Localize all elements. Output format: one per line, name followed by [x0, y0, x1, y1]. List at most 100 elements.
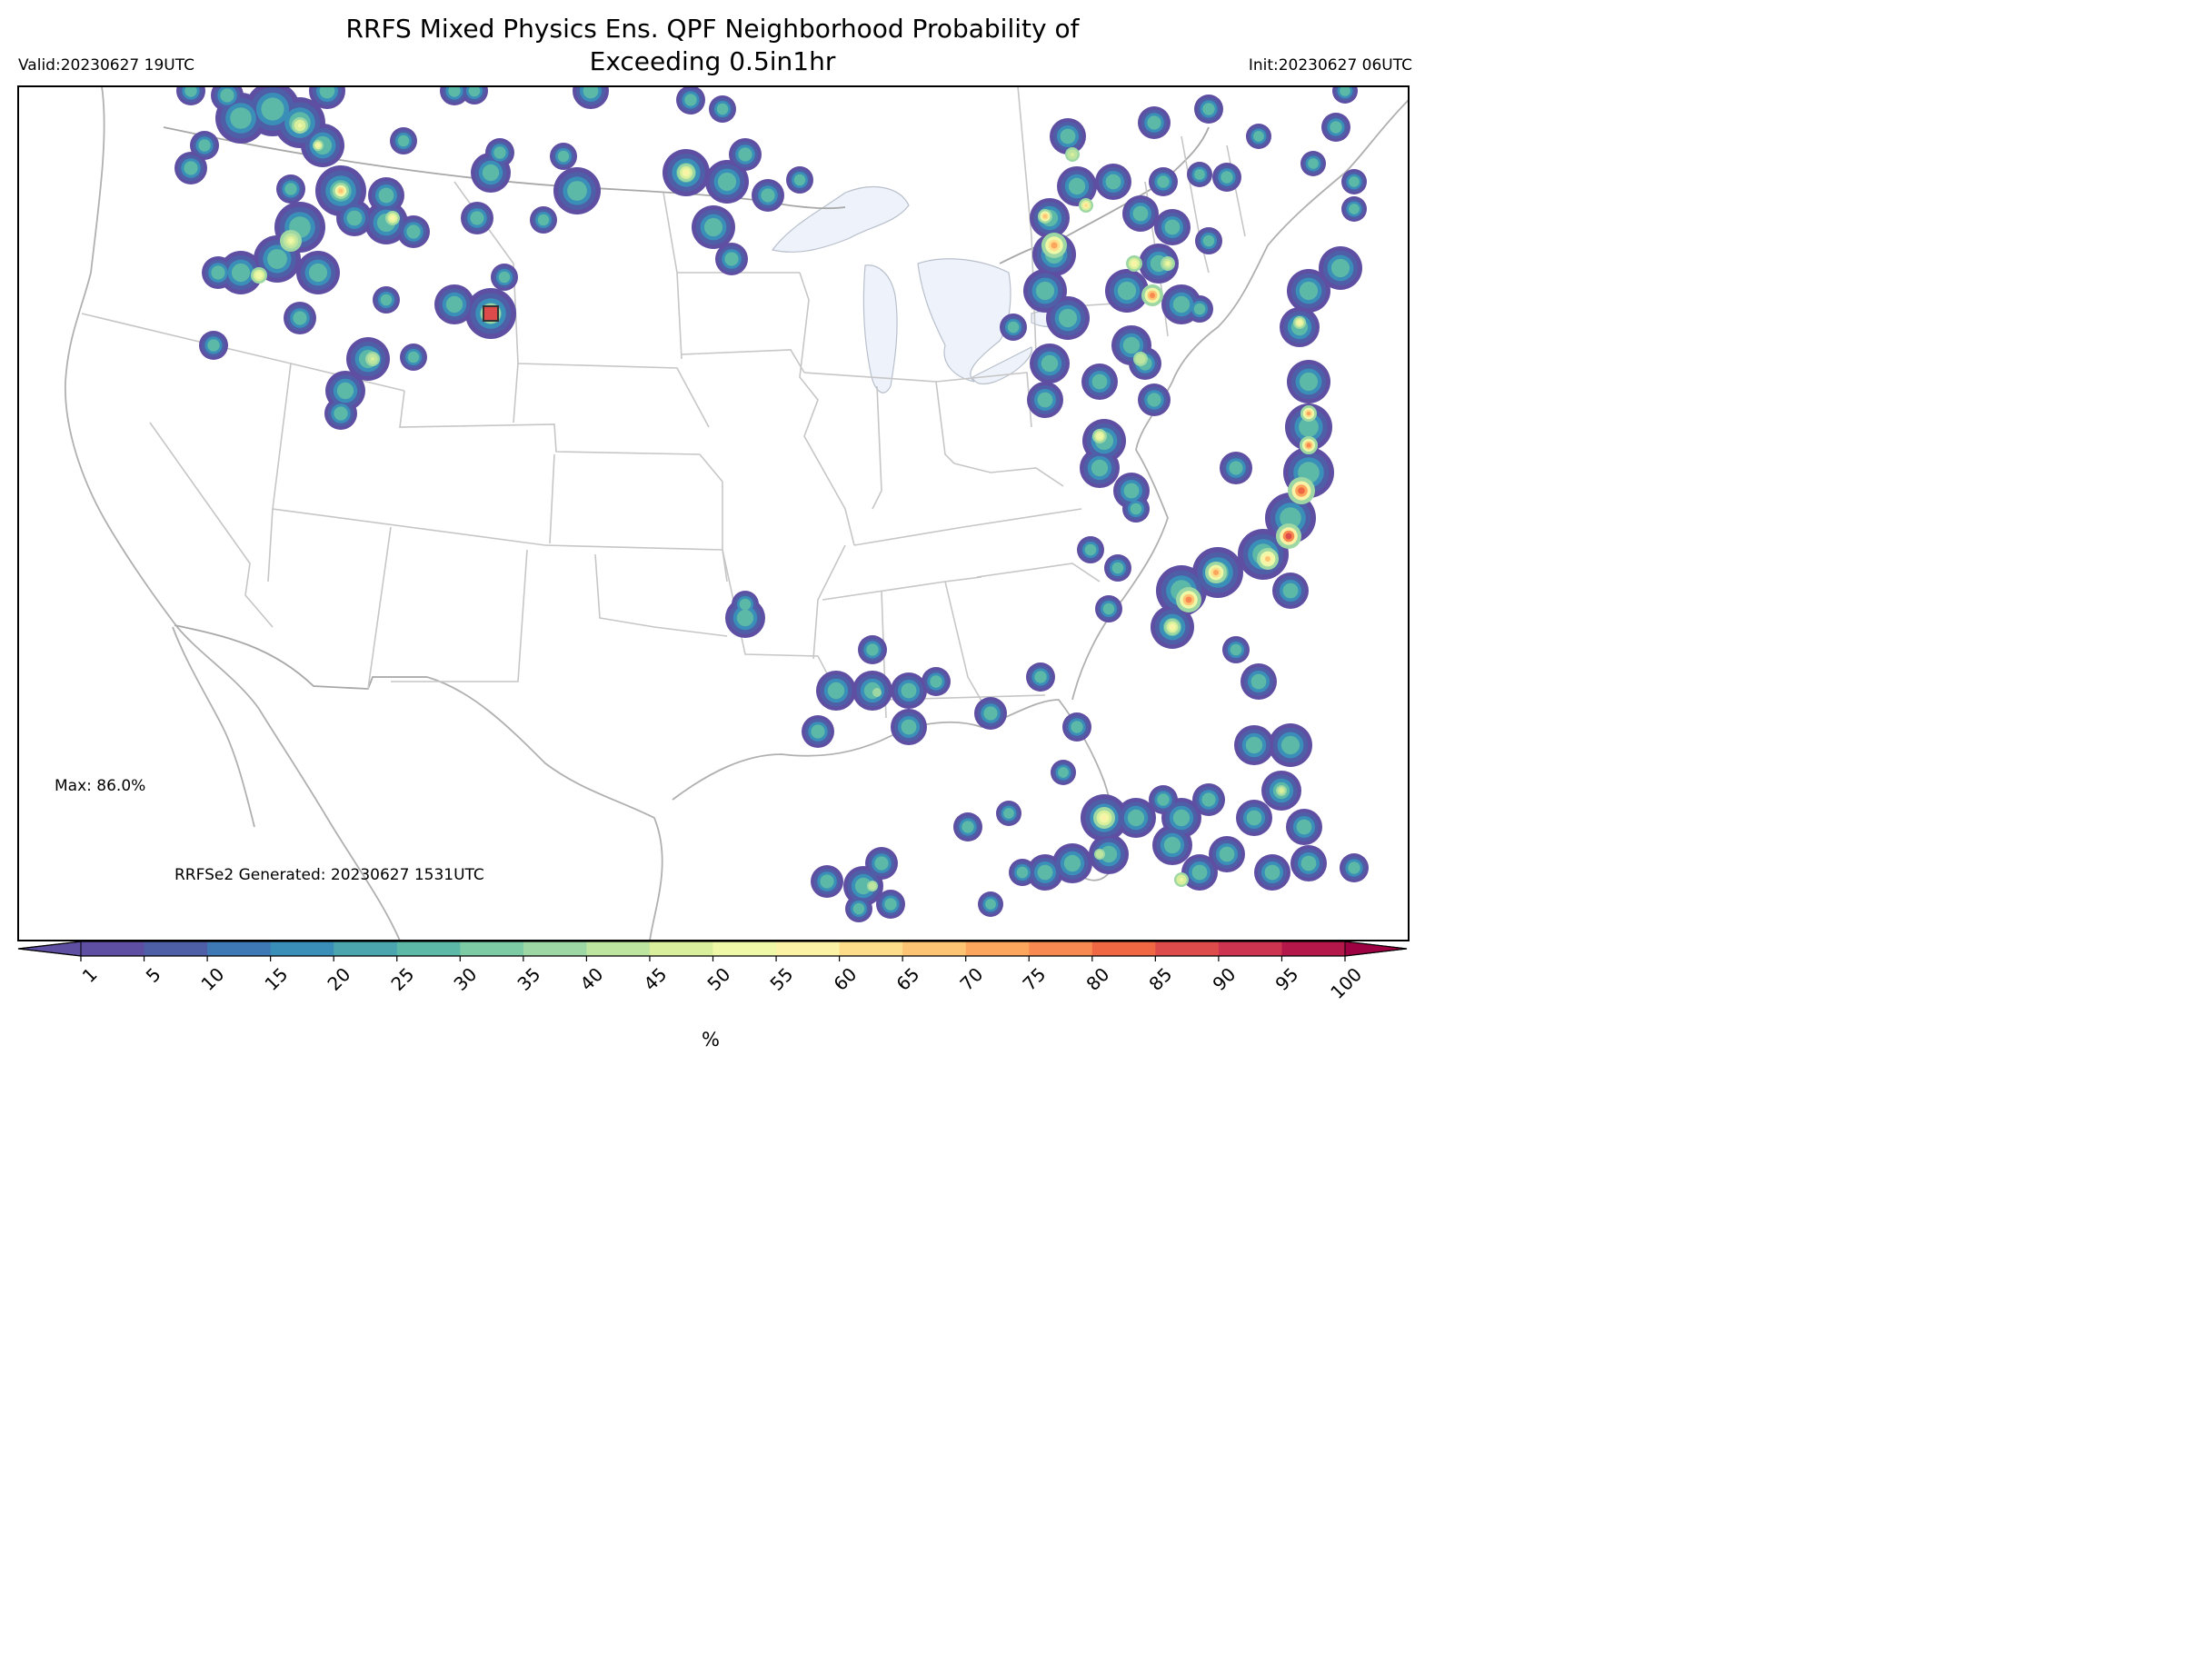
- precip-contour: [761, 188, 775, 203]
- colorbar-unit-label: %: [702, 1029, 720, 1051]
- precip-core: [1185, 596, 1192, 603]
- precip-core: [1139, 357, 1142, 361]
- precip-core: [1280, 789, 1283, 792]
- precip-contour: [866, 643, 879, 656]
- precip-contour: [1349, 204, 1360, 214]
- precip-contour: [1063, 854, 1081, 872]
- precip-core: [1150, 293, 1155, 298]
- colorbar-extend-low: [17, 941, 82, 957]
- precip-contour: [319, 86, 335, 99]
- precip-contour: [493, 146, 506, 159]
- precip-core: [1071, 153, 1074, 156]
- colorbar-segment: [207, 941, 272, 956]
- precip-contour: [1123, 483, 1140, 499]
- map-frame: [17, 85, 1410, 941]
- precip-contour: [406, 224, 421, 239]
- precip-contour: [498, 271, 511, 284]
- precip-contour: [407, 351, 420, 363]
- colorbar-segment: [460, 941, 524, 956]
- colorbar-segment: [270, 941, 334, 956]
- precip-contour: [1230, 643, 1242, 656]
- precip-core: [1084, 204, 1088, 207]
- precip-contour: [261, 97, 284, 121]
- colorbar-segment: [1281, 941, 1346, 956]
- precip-contour: [1034, 671, 1047, 683]
- generated-label: RRFSe2 Generated: 20230627 1531UTC: [174, 866, 484, 884]
- precip-core: [1098, 852, 1101, 856]
- precip-contour: [1299, 417, 1319, 437]
- precip-contour: [1246, 810, 1262, 826]
- colorbar-segment: [586, 941, 651, 956]
- precip-contour: [854, 877, 872, 895]
- precip-contour: [811, 724, 825, 739]
- precip-contour: [1280, 735, 1300, 755]
- precip-contour: [1330, 121, 1342, 134]
- precip-contour: [1193, 303, 1206, 315]
- precip-contour: [448, 86, 461, 97]
- precip-contour: [724, 252, 739, 266]
- precip-contour: [1299, 372, 1319, 392]
- precip-contour: [378, 187, 394, 204]
- precip-contour: [211, 265, 225, 280]
- precip-contour: [1219, 846, 1235, 862]
- precip-contour: [1194, 169, 1205, 180]
- precip-contour: [267, 249, 287, 269]
- precip-core: [1285, 533, 1292, 540]
- precip-contour: [736, 609, 754, 627]
- precip-contour: [468, 86, 481, 97]
- colorbar-segment: [81, 941, 145, 956]
- colorbar-segment: [334, 941, 398, 956]
- precip-contour: [1071, 721, 1083, 733]
- precip-core: [297, 123, 303, 128]
- colorbar-segment: [839, 941, 903, 956]
- precip-contour: [884, 898, 897, 911]
- precip-contour: [1253, 131, 1264, 142]
- precip-contour: [739, 598, 752, 611]
- precip-core: [316, 144, 320, 147]
- colorbar-segment: [396, 941, 461, 956]
- precip-contour: [482, 164, 500, 182]
- colorbar-segment: [1091, 941, 1156, 956]
- precip-contour: [537, 214, 550, 226]
- precip-contour: [230, 107, 252, 129]
- precip-core: [1051, 242, 1058, 249]
- colorbar: [17, 941, 1408, 961]
- precip-contour: [1035, 281, 1055, 301]
- title-line-1: RRFS Mixed Physics Ens. QPF Neighborhood…: [345, 14, 1080, 44]
- precip-contour: [1157, 793, 1170, 806]
- precip-contour: [1308, 158, 1319, 169]
- colorbar-segment: [1218, 941, 1283, 956]
- precip-core: [371, 357, 374, 361]
- max-value-label: Max: 86.0%: [55, 777, 146, 795]
- precip-contour: [1157, 175, 1170, 188]
- precip-contour: [1058, 767, 1069, 778]
- probability-field: [174, 86, 1369, 922]
- precip-contour: [1202, 103, 1215, 115]
- precip-core: [1213, 570, 1219, 575]
- precip-contour: [1163, 836, 1181, 854]
- title-line-2: Exceeding 0.5in1hr: [589, 46, 836, 76]
- precip-contour: [445, 295, 463, 314]
- precip-contour: [1102, 602, 1115, 615]
- precip-contour: [1122, 336, 1141, 354]
- precip-contour: [198, 139, 211, 152]
- chart-title: RRFS Mixed Physics Ens. QPF Neighborhood…: [0, 13, 1425, 78]
- precip-contour: [1117, 281, 1137, 301]
- precip-contour: [207, 339, 220, 352]
- precip-contour: [1221, 171, 1233, 184]
- precip-contour: [1060, 128, 1076, 144]
- colorbar-extend-high: [1344, 941, 1408, 957]
- precip-contour: [703, 217, 723, 237]
- precip-contour: [717, 172, 737, 192]
- precip-contour: [1299, 281, 1319, 301]
- precip-core: [1306, 443, 1311, 448]
- precip-contour: [336, 382, 354, 400]
- colorbar-segment: [776, 941, 841, 956]
- precip-contour: [567, 181, 587, 201]
- precip-contour: [1147, 393, 1161, 407]
- precip-contour: [684, 94, 697, 106]
- precip-contour: [1300, 855, 1317, 871]
- precip-contour: [716, 103, 729, 115]
- precip-core: [288, 238, 294, 244]
- precip-core: [1098, 434, 1101, 438]
